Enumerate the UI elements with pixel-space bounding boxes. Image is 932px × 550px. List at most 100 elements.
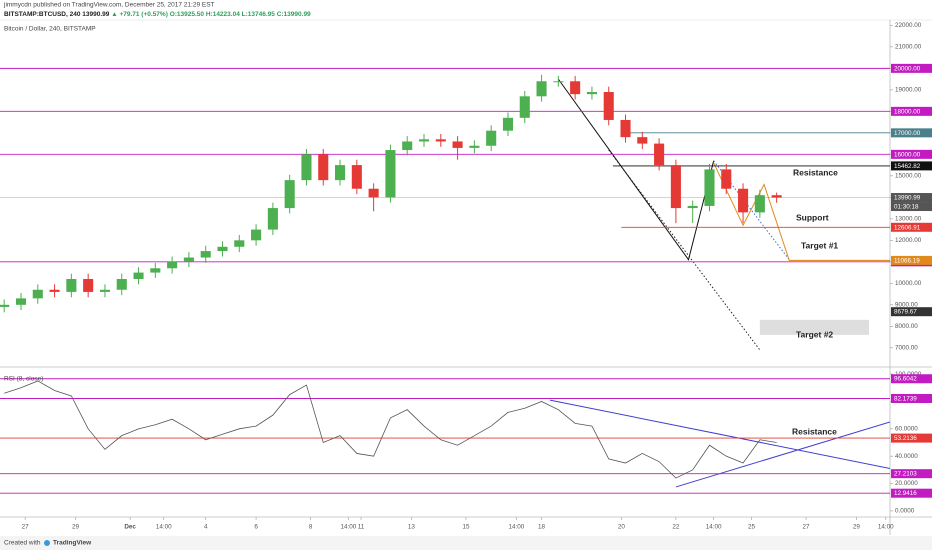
countdown-tag (891, 202, 932, 212)
annotation: Support (796, 212, 829, 222)
y-tick-label: 19000.00 (895, 87, 922, 94)
author-line: jimmycdn published on TradingView.com, D… (3, 2, 215, 9)
y-tick-label: 21000.00 (895, 44, 922, 51)
level-tag (891, 393, 932, 403)
x-tick-label: 14:00 (156, 524, 172, 531)
ohlc-open: O:13925.50 (170, 11, 205, 18)
candle-body (251, 229, 262, 241)
level-label: 27.2103 (894, 471, 917, 478)
candle-body (553, 81, 564, 83)
x-tick-label: 18 (538, 524, 546, 531)
level-tag (891, 255, 932, 265)
ohlc-high: H:14223.04 (206, 11, 240, 18)
trend-line (549, 399, 890, 469)
x-tick-label: 4 (204, 524, 208, 531)
candle-body (351, 165, 362, 189)
candle-body (435, 139, 446, 142)
level-tag (891, 222, 932, 232)
level-tag (891, 63, 932, 73)
candle-body (83, 279, 94, 292)
candle-body (738, 188, 749, 213)
level-tag (891, 469, 932, 479)
level-tag (891, 106, 932, 116)
rsi-pane (0, 378, 890, 494)
level-tag (891, 433, 932, 443)
x-tick-label: 27 (803, 524, 811, 531)
candle-body (771, 195, 782, 198)
pane-title: RSI (8, close) (4, 376, 43, 383)
level-label: 16000.00 (894, 151, 921, 158)
rsi-line (4, 380, 777, 479)
candle-body (301, 154, 312, 181)
candle-body (116, 279, 127, 290)
candle-body (620, 119, 631, 138)
x-tick-label: 14:00 (508, 524, 524, 531)
candle-body (654, 143, 665, 166)
candle-body (385, 150, 396, 198)
level-tag (891, 307, 932, 317)
countdown: 01:30:18 (894, 204, 919, 211)
change: ▲ +79.71 (+0.57%) (111, 11, 168, 18)
y-tick-label: 12000.00 (895, 237, 922, 244)
candle-body (183, 257, 194, 262)
y-tick-label: 7000.00 (895, 344, 918, 351)
y-tick-label: 9000.00 (895, 301, 918, 308)
level-label: 12.9416 (894, 490, 917, 497)
x-tick-label: 13 (408, 524, 416, 531)
candle-body (704, 169, 715, 206)
candle-body (49, 289, 60, 292)
candle-body (402, 141, 413, 151)
candle-body (603, 92, 614, 120)
candle-body (32, 289, 43, 299)
candle-body (267, 208, 278, 230)
y-tick-label: 15000.00 (895, 173, 922, 180)
candle-body (150, 268, 161, 273)
last-price: 13990.99 (82, 11, 109, 18)
y-tick-label: 22000.00 (895, 22, 922, 29)
x-tick-label: 20 (618, 524, 626, 531)
annotation: Target #2 (796, 329, 833, 339)
candle-body (687, 205, 698, 209)
candle-body (570, 81, 581, 95)
annotation: Resistance (792, 426, 837, 436)
candle-body (234, 240, 245, 247)
level-label: 12606.91 (894, 224, 921, 231)
candle-body (217, 246, 228, 252)
x-tick-label: 29 (853, 524, 861, 531)
footer-bar (0, 536, 932, 550)
candle-body (133, 272, 144, 280)
footer-created: Created with (4, 540, 41, 547)
price-pane (0, 67, 890, 351)
x-tick-label: 6 (254, 524, 258, 531)
level-label: 15462.82 (894, 163, 921, 170)
candle-body (15, 298, 27, 305)
level-label: 53.2136 (894, 435, 917, 442)
level-label: 18000.00 (894, 108, 921, 115)
candle-body (519, 96, 530, 118)
x-tick-label: 14:00 (706, 524, 722, 531)
candle-body (469, 145, 480, 148)
y-tick-label: 20.0000 (895, 480, 918, 487)
candle-body (586, 92, 597, 95)
candle-body (0, 304, 10, 307)
candle-body (670, 165, 681, 209)
level-label: 20000.00 (894, 65, 921, 72)
trend-line (675, 421, 890, 488)
y-tick-label: 13000.00 (895, 216, 922, 223)
candle-body (418, 139, 430, 142)
y-tick-label: 60.0000 (895, 425, 918, 432)
level-tag (891, 149, 932, 159)
candle-body (66, 279, 77, 292)
x-tick-label: 11 (358, 524, 365, 531)
candle-body (502, 117, 514, 131)
x-tick-label: 25 (748, 524, 756, 531)
level-tag (891, 128, 932, 138)
level-label: 96.6042 (894, 376, 917, 383)
symbol: BITSTAMP:BTCUSD, 240 (4, 11, 81, 18)
y-tick-label: 10000.00 (895, 280, 922, 287)
ohlc-low: L:13746.95 (242, 11, 276, 18)
level-tag (891, 193, 932, 203)
x-tick-label: 15 (462, 524, 470, 531)
